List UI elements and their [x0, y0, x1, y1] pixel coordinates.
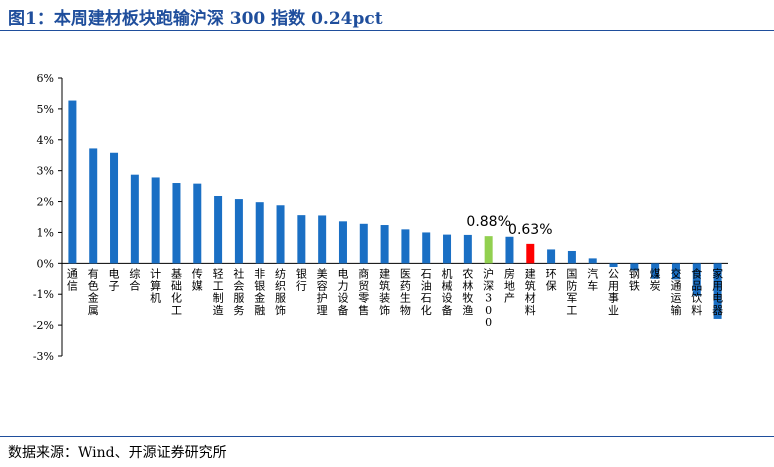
- bar-4: [130, 174, 139, 264]
- category-label: 电力设备: [337, 267, 348, 317]
- bar-15: [359, 223, 368, 264]
- y-tick-label: -3%: [33, 350, 54, 363]
- bar-chart: -3% -2% -1% 0% 1% 2% 3% 4% 5% 6% 通信有色金属电子综合计算机基础化工…: [33, 72, 728, 363]
- category-label: 银行: [296, 266, 307, 292]
- bar-25: [567, 250, 576, 264]
- y-tick-label: 4%: [37, 134, 54, 147]
- bar-1: [68, 100, 77, 264]
- y-tick-label: -2%: [33, 319, 54, 332]
- bar-13: [318, 215, 327, 264]
- y-tick-label: -1%: [33, 288, 54, 301]
- category-label: 机械设备: [442, 266, 453, 317]
- category-label: 电子: [109, 267, 120, 292]
- bar-31: [692, 263, 701, 296]
- bar-26: [588, 258, 597, 264]
- data-label: 0.63%: [508, 222, 552, 238]
- category-label: 纺织服饰: [275, 266, 286, 317]
- bar-5: [151, 177, 160, 264]
- category-label: 沪深 3 0 0: [483, 266, 494, 329]
- bar-16: [380, 225, 389, 264]
- category-label: 基础化工: [171, 267, 182, 317]
- bar-28: [630, 263, 639, 271]
- y-tick-label: 1%: [37, 226, 54, 239]
- category-label: 交通运输: [670, 266, 681, 317]
- category-label: 环保: [546, 267, 557, 292]
- bar-27: [609, 263, 618, 268]
- category-label: 国防军工: [566, 267, 577, 317]
- bar-18: [422, 232, 431, 264]
- y-tick-label: 6%: [37, 72, 54, 85]
- data-label: 0.88%: [466, 214, 510, 230]
- bar-30: [671, 263, 680, 280]
- y-tick-label: 5%: [37, 103, 54, 116]
- bar-21: [484, 236, 493, 264]
- category-label: 通信: [67, 267, 78, 292]
- category-label: 计算机: [150, 267, 161, 304]
- category-label: 有色金属: [88, 266, 99, 317]
- category-label: 综合: [129, 266, 140, 292]
- bar-12: [297, 215, 306, 264]
- category-label: 钢铁: [629, 267, 640, 292]
- bar-22: [505, 236, 514, 264]
- category-label: 建筑装饰: [379, 266, 390, 317]
- category-label: 房地产: [504, 267, 515, 304]
- bar-3: [110, 152, 119, 264]
- bar-8: [214, 195, 223, 264]
- category-label: 社会服务: [233, 266, 244, 317]
- bar-11: [276, 205, 285, 264]
- bar-32: [713, 263, 722, 319]
- source-rule: [0, 436, 774, 437]
- bar-17: [401, 229, 410, 264]
- figure-title: 图1：本周建材板块跑输沪深 300 指数 0.24pct: [8, 9, 383, 29]
- bar-23: [526, 243, 535, 264]
- category-label: 石油石化: [421, 267, 432, 317]
- category-label: 轻工制造: [213, 266, 224, 317]
- bar-20: [463, 234, 472, 264]
- category-label: 商贸零售: [358, 266, 369, 317]
- y-tick-label: 2%: [37, 196, 54, 209]
- data-source: 数据来源：Wind、开源证券研究所: [8, 445, 227, 461]
- y-tick-label: 0%: [37, 257, 54, 270]
- category-label: 食品饮料: [691, 266, 702, 317]
- bar-6: [172, 183, 181, 264]
- bar-7: [193, 183, 202, 264]
- category-label: 美容护理: [317, 267, 328, 317]
- bar-19: [443, 234, 452, 264]
- bar-2: [89, 148, 98, 264]
- category-label: 医药生物: [400, 267, 411, 317]
- category-label: 汽车: [587, 266, 598, 292]
- category-label: 公用事业: [608, 267, 619, 317]
- category-label: 家用电器: [712, 266, 723, 317]
- y-tick-label: 3%: [37, 165, 54, 178]
- category-label: 煤炭: [650, 267, 661, 292]
- category-label: 建筑材料: [525, 266, 536, 317]
- bar-9: [234, 199, 243, 264]
- category-label: 传媒: [192, 267, 203, 292]
- bar-24: [547, 249, 556, 264]
- bar-29: [651, 263, 660, 279]
- bar-14: [338, 221, 347, 264]
- category-label: 农林牧渔: [462, 266, 473, 317]
- category-label: 非银金融: [254, 267, 265, 317]
- title-rule: [0, 30, 774, 31]
- bar-10: [255, 202, 264, 264]
